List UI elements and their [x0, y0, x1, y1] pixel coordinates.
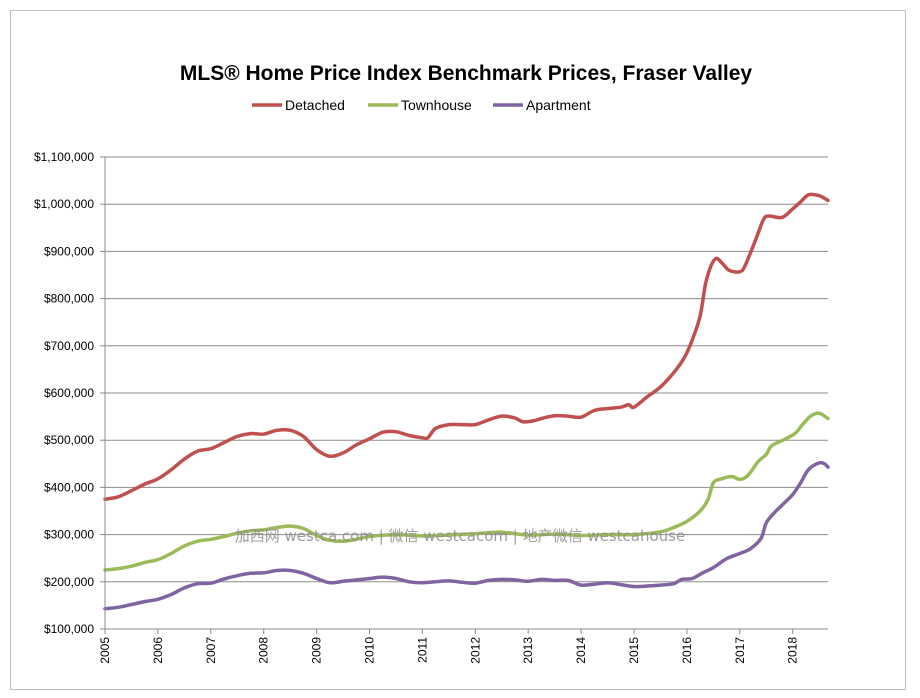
y-tick-label: $500,000: [44, 433, 94, 447]
legend-label-apartment: Apartment: [526, 97, 591, 113]
x-tick-label: 2009: [310, 637, 324, 664]
axes: [104, 157, 828, 630]
y-tick-label: $600,000: [44, 386, 94, 400]
x-tick-label: 2014: [574, 637, 588, 664]
gridlines: [100, 156, 828, 630]
legend-label-townhouse: Townhouse: [401, 97, 472, 113]
y-tick-label: $1,000,000: [34, 197, 94, 211]
y-tick-label: $100,000: [44, 622, 94, 636]
y-tick-label: $400,000: [44, 480, 94, 494]
x-tick-label: 2010: [363, 637, 377, 664]
y-axis-ticks: $100,000 $200,000 $300,000 $400,000 $500,000…: [34, 150, 94, 636]
chart-title: MLS® Home Price Index Benchmark Prices, …: [180, 62, 753, 85]
legend-label-detached: Detached: [285, 97, 345, 113]
y-tick-label: $800,000: [44, 292, 94, 306]
x-tick-label: 2016: [680, 637, 694, 664]
x-tick-label: 2017: [733, 637, 747, 664]
x-tick-label: 2012: [468, 637, 482, 664]
x-tick-label: 2015: [627, 637, 641, 664]
y-tick-label: $1,100,000: [34, 150, 94, 164]
series-lines: [103, 192, 830, 611]
chart-frame: [10, 10, 906, 690]
x-tick-label: 2008: [257, 637, 271, 664]
x-tick-label: 2011: [415, 637, 429, 663]
x-tick-label: 2018: [786, 637, 800, 664]
watermark-text: 加西网 westca.com | 微信 westcacom | 地产微信 wes…: [235, 527, 685, 545]
x-tick-label: 2006: [151, 637, 165, 664]
legend: Detached Townhouse Apartment: [252, 97, 591, 113]
x-tick-label: 2013: [521, 637, 535, 664]
y-tick-label: $200,000: [44, 575, 94, 589]
x-tick-label: 2005: [98, 637, 112, 664]
series-line-apartment: [103, 460, 830, 611]
y-tick-label: $300,000: [44, 528, 94, 542]
series-line-townhouse: [103, 411, 830, 572]
y-tick-label: $900,000: [44, 244, 94, 258]
x-axis-ticks: 2005 2006 2007 2008 2009 2010 2011 2012 2013 2014…: [98, 629, 800, 664]
series-line-detached: [103, 192, 830, 501]
x-tick-label: 2007: [204, 637, 218, 664]
y-tick-label: $700,000: [44, 339, 94, 353]
